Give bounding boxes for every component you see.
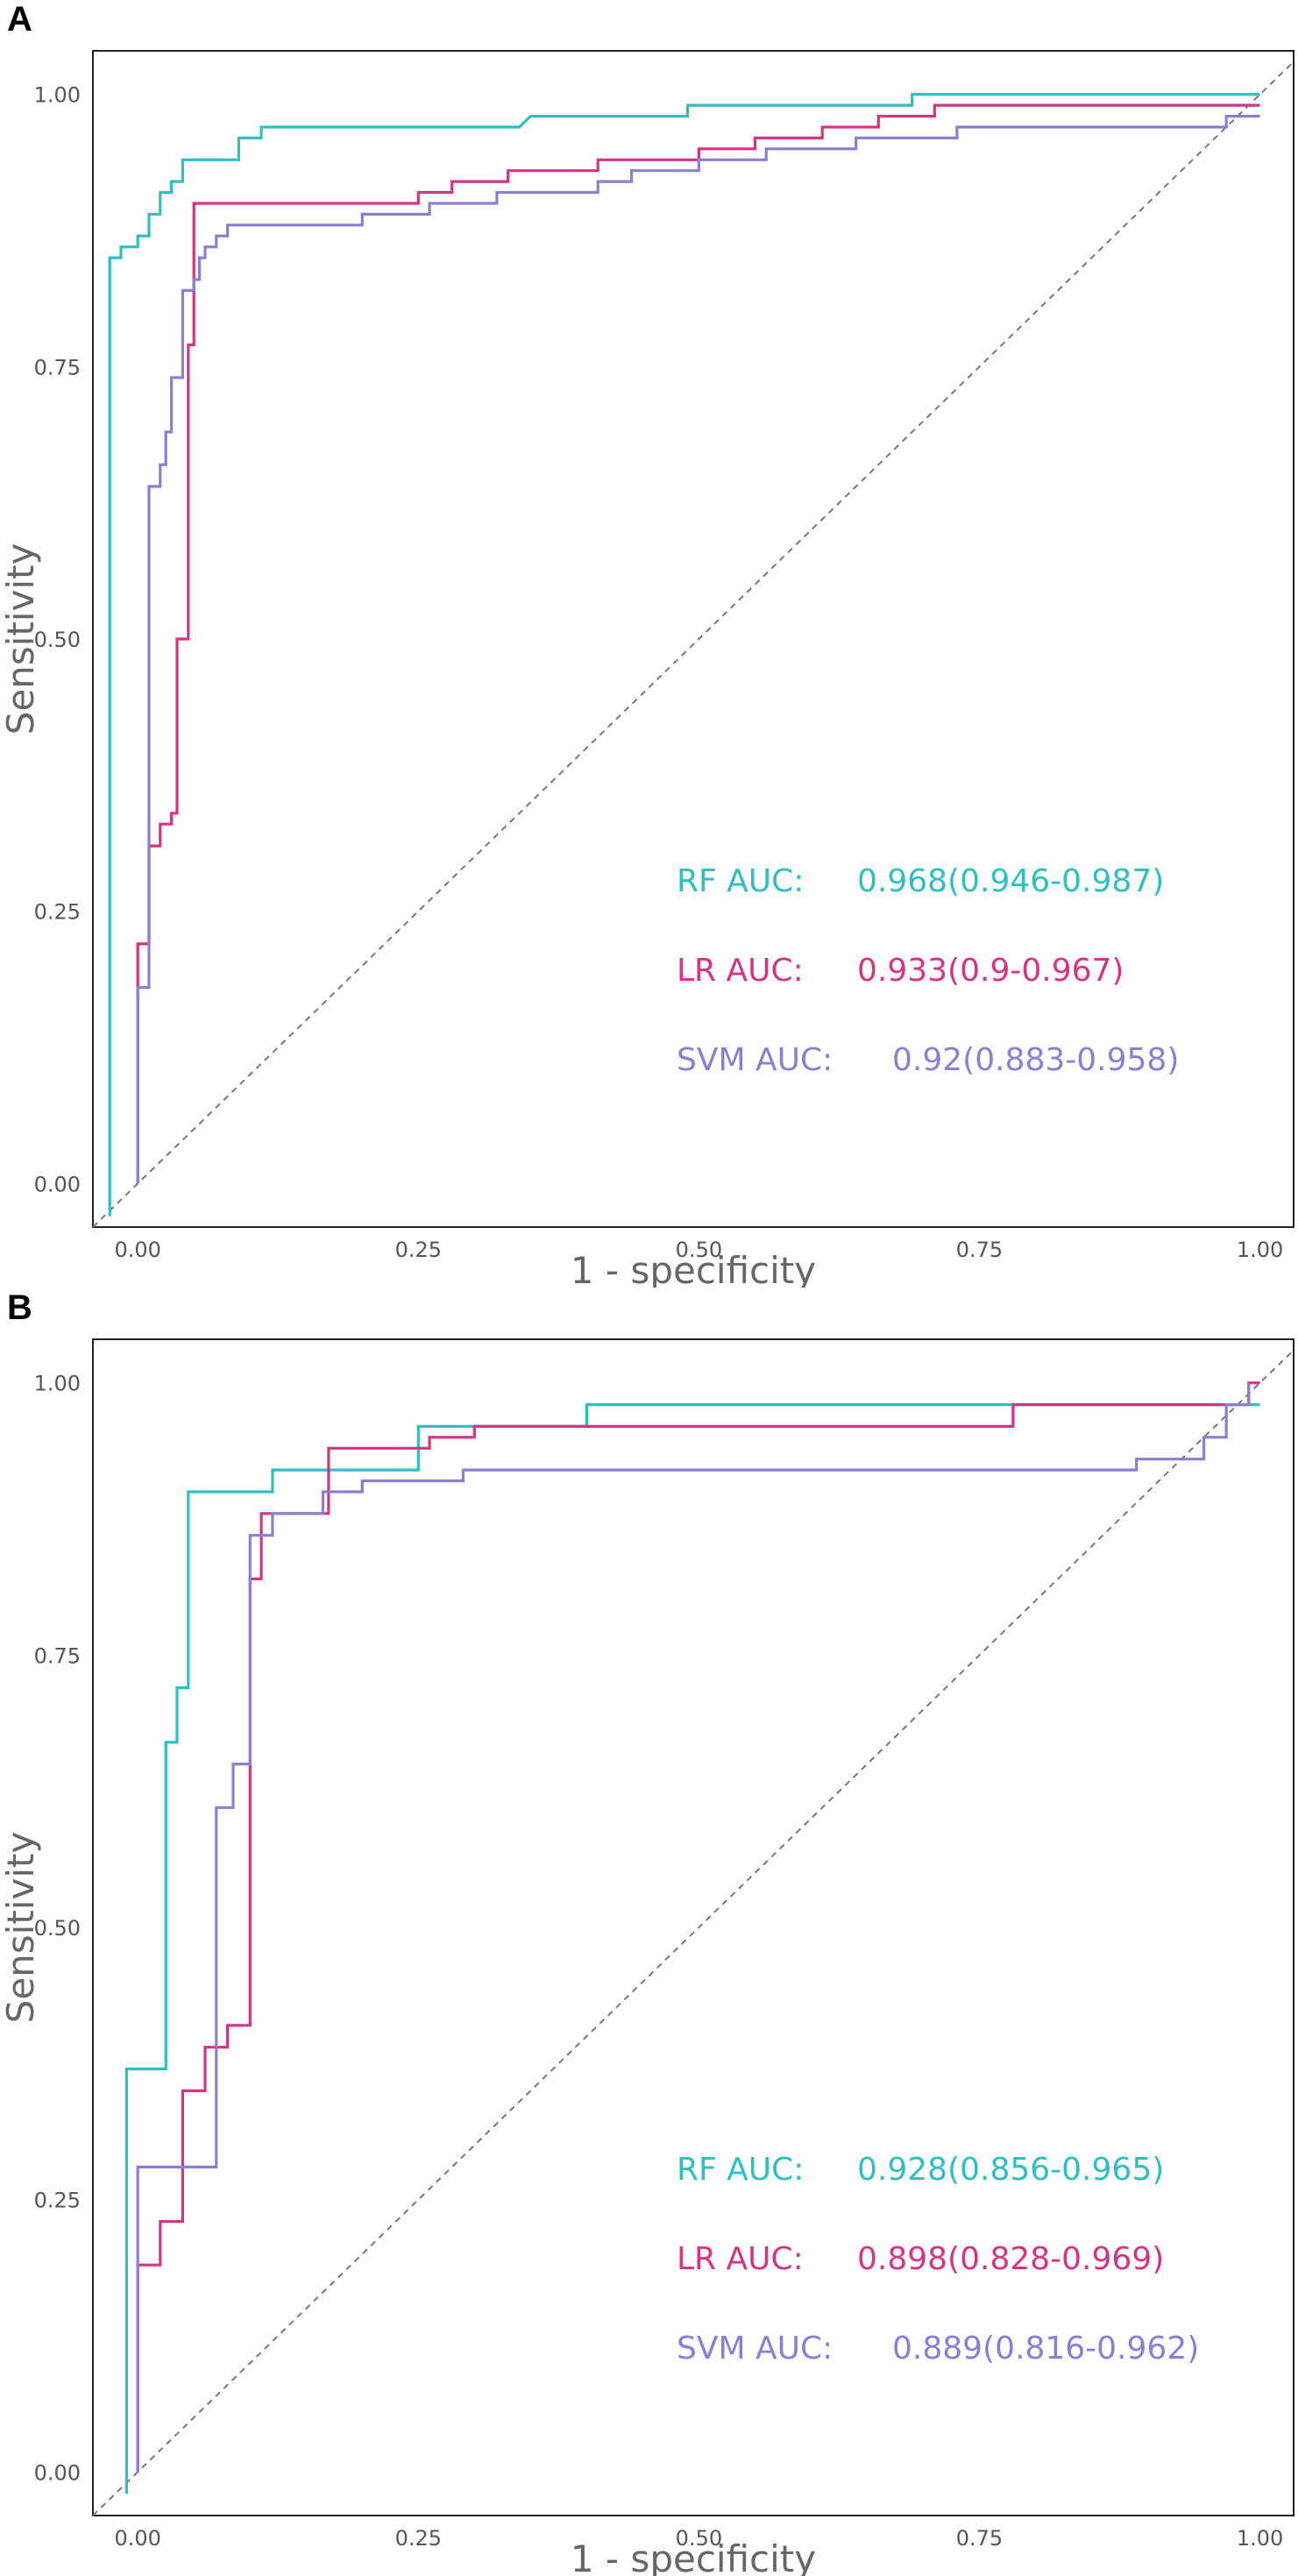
auc-label-rf: RF AUC: bbox=[677, 2152, 804, 2188]
panel-label: A bbox=[7, 0, 32, 39]
y-tick-label: 0.50 bbox=[34, 628, 81, 652]
auc-value-svm: 0.889(0.816-0.962) bbox=[892, 2331, 1199, 2367]
x-tick-label: 0.00 bbox=[114, 1238, 160, 1262]
y-tick-label: 0.00 bbox=[34, 1172, 81, 1196]
x-tick-label: 1.00 bbox=[1237, 1238, 1283, 1262]
auc-value-rf: 0.968(0.946-0.987) bbox=[857, 863, 1164, 899]
auc-label-rf: RF AUC: bbox=[677, 863, 804, 899]
plot-frame bbox=[92, 50, 1294, 1228]
plot-frame bbox=[92, 1338, 1294, 2516]
x-tick-label: 0.25 bbox=[395, 1238, 442, 1262]
y-tick-label: 0.75 bbox=[34, 1643, 81, 1668]
auc-value-svm: 0.92(0.883-0.958) bbox=[892, 1042, 1179, 1078]
auc-value-lr: 0.933(0.9-0.967) bbox=[857, 953, 1124, 989]
y-tick-label: 0.00 bbox=[34, 2460, 81, 2485]
panel-label: B bbox=[7, 1288, 32, 1327]
x-tick-label: 0.25 bbox=[395, 2526, 442, 2551]
roc-line-svm bbox=[136, 1382, 1251, 2473]
y-tick-label: 0.25 bbox=[34, 900, 81, 925]
auc-label-svm: SVM AUC: bbox=[677, 1042, 833, 1078]
auc-label-lr: LR AUC: bbox=[677, 2241, 804, 2277]
auc-label-svm: SVM AUC: bbox=[677, 2331, 833, 2367]
roc-panel-a: A 0.00 0.25 0.50 0.75 1.00 0.00 0.25 0.50 0.75 1.… bbox=[0, 0, 1294, 1288]
y-tick-label: 1.00 bbox=[34, 1372, 81, 1396]
roc-line-lr bbox=[136, 1381, 1260, 2473]
x-tick-label: 1.00 bbox=[1237, 2526, 1283, 2551]
roc-chart: 0.00 0.25 0.50 0.75 1.00 0.00 0.25 0.50 0.75 1.00… bbox=[0, 1338, 1294, 2576]
x-axis-label: 1 - specificity bbox=[571, 2537, 816, 2576]
y-tick-label: 0.25 bbox=[34, 2189, 81, 2213]
auc-label-lr: LR AUC: bbox=[677, 953, 804, 989]
x-tick-label: 0.00 bbox=[114, 2526, 160, 2551]
auc-value-lr: 0.898(0.828-0.969) bbox=[857, 2241, 1164, 2277]
roc-line-lr bbox=[136, 103, 1260, 1184]
y-tick-label: 0.75 bbox=[34, 355, 81, 380]
roc-chart: 0.00 0.25 0.50 0.75 1.00 0.00 0.25 0.50 0.75 1.00… bbox=[0, 50, 1294, 1288]
x-tick-label: 0.50 bbox=[676, 1238, 722, 1262]
x-axis-label: 1 - specificity bbox=[571, 1249, 816, 1288]
x-tick-label: 0.50 bbox=[676, 2526, 722, 2551]
roc-line-svm bbox=[136, 115, 1260, 1184]
x-tick-label: 0.75 bbox=[956, 1238, 1003, 1262]
x-tick-label: 0.75 bbox=[956, 2526, 1003, 2551]
reference-diagonal bbox=[92, 1349, 1294, 2516]
y-axis-label: Sensitivity bbox=[0, 1832, 42, 2024]
y-axis-label: Sensitivity bbox=[0, 543, 42, 735]
auc-value-rf: 0.928(0.856-0.965) bbox=[857, 2152, 1164, 2188]
reference-diagonal bbox=[92, 60, 1294, 1228]
roc-line-rf bbox=[108, 93, 1260, 1217]
y-tick-label: 1.00 bbox=[34, 83, 81, 108]
y-tick-label: 0.50 bbox=[34, 1916, 81, 1941]
roc-panel-b: B 0.00 0.25 0.50 0.75 1.00 0.00 0.25 0.50 0.75 1.… bbox=[0, 1288, 1298, 2576]
